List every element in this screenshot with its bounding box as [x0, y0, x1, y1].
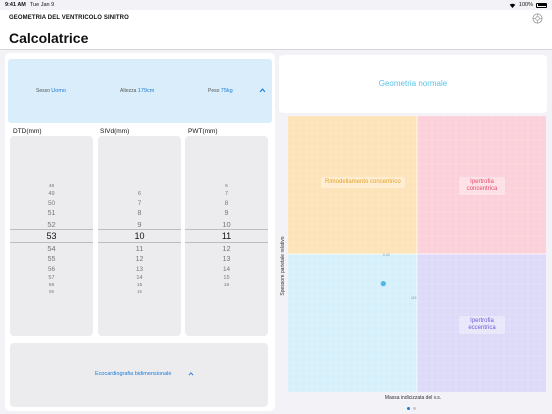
sex-value: Uomo [51, 88, 66, 94]
picker-option[interactable]: 54 [47, 244, 56, 254]
result-card: Geometria normale [279, 55, 547, 113]
quadrant-label-eccentric: Ipertrofia eccentrica [459, 316, 505, 334]
x-axis-label: Massa indicizzata del v.s. [384, 395, 442, 401]
picker-selected-value[interactable]: 53 [46, 231, 57, 241]
picker-option[interactable]: 13 [135, 265, 143, 273]
chevron-up-icon[interactable] [259, 87, 266, 94]
picker-option[interactable]: 12 [222, 244, 231, 254]
y-axis-label: Spessore parietale relativo [280, 236, 286, 296]
picker-option[interactable]: 58 [48, 283, 55, 289]
pwt-picker[interactable]: 10 9 8 7 6 11 12 13 14 15 16 [185, 136, 268, 336]
quadrant-top-right [417, 116, 546, 254]
header: GEOMETRIA DEL VENTRICOLO SINITRO Calcola… [0, 10, 552, 50]
battery-percent: 100% [518, 2, 533, 8]
picker-option[interactable]: 14 [222, 265, 230, 273]
dtd-label: DTD(mm) [13, 128, 42, 135]
wifi-icon [509, 3, 516, 8]
picker-option[interactable]: 11 [135, 244, 144, 254]
picker-option[interactable]: 16 [137, 289, 142, 295]
picker-option[interactable]: 6 [137, 191, 142, 198]
page-dot[interactable] [407, 407, 410, 410]
result-text: Geometria normale [378, 79, 448, 88]
picker-selected-value[interactable]: 10 [134, 231, 145, 241]
picker-option[interactable]: 7 [137, 199, 142, 207]
page-indicator[interactable] [407, 407, 416, 410]
quadrant-top-left [288, 116, 417, 254]
sex-label: Sesso [36, 88, 50, 94]
picker-option[interactable]: 9 [224, 209, 229, 217]
picker-option[interactable]: 14 [136, 275, 143, 282]
weight-field: Peso 75kg [208, 88, 233, 94]
patient-summary[interactable]: Sesso Uomo Altezza 179cm Peso 75kg [8, 59, 272, 123]
picker-option[interactable]: 10 [222, 220, 231, 230]
date: Tue Jan 9 [29, 2, 55, 8]
quadrant-bottom-right [417, 254, 546, 392]
sex-field: Sesso Uomo [36, 88, 66, 94]
picker-option[interactable]: 57 [48, 275, 55, 282]
weight-label: Peso [208, 88, 220, 94]
input-panel: Sesso Uomo Altezza 179cm Peso 75kg DTD(m… [5, 53, 275, 411]
status-bar: 9:41 AM Tue Jan 9 100% [0, 0, 552, 10]
picker-selection-band [10, 229, 93, 243]
page-title: Calcolatrice [9, 30, 89, 46]
picker-option[interactable]: 13 [222, 255, 231, 263]
picker-option[interactable]: 50 [47, 199, 55, 207]
quadrant-label-concentric: Ipertrofia concentrica [459, 177, 505, 195]
echo-label: Ecocardiografia bidimensionale [95, 371, 172, 377]
picker-option[interactable]: 8 [137, 209, 142, 217]
picker-selection-band [185, 229, 268, 243]
height-field: Altezza 179cm [120, 88, 154, 94]
gear-icon[interactable] [532, 13, 543, 24]
clock: 9:41 AM [5, 2, 26, 8]
picker-option[interactable]: 52 [47, 220, 56, 230]
picker-option[interactable]: 8 [224, 199, 229, 207]
x-threshold-label: 115 [411, 296, 417, 300]
weight-value: 75kg [220, 88, 233, 94]
sivd-picker[interactable]: 9 8 7 6 10 11 12 13 14 15 16 [98, 136, 181, 336]
picker-option[interactable]: 15 [223, 275, 230, 282]
picker-selection-band [98, 229, 181, 243]
chart-canvas: 0.42 115 [287, 115, 547, 393]
app-title: GEOMETRIA DEL VENTRICOLO SINITRO [9, 15, 129, 21]
pwt-label: PWT(mm) [188, 128, 218, 135]
picker-option[interactable]: 6 [225, 184, 228, 190]
chevron-up-icon[interactable] [188, 371, 194, 377]
quadrant-bottom-left [288, 254, 417, 392]
picker-option[interactable]: 7 [224, 191, 229, 198]
data-point [380, 281, 386, 287]
picker-selected-value[interactable]: 11 [221, 231, 232, 241]
picker-option[interactable]: 59 [49, 289, 54, 295]
echo-section[interactable]: Ecocardiografia bidimensionale [10, 343, 268, 407]
picker-option[interactable]: 55 [47, 255, 56, 263]
battery-icon [536, 2, 547, 8]
sivd-label: SIVd(mm) [100, 128, 130, 135]
picker-option[interactable]: 49 [48, 191, 55, 198]
page-dot[interactable] [413, 407, 416, 410]
status-icons: 100% [509, 2, 547, 8]
picker-option[interactable]: 48 [48, 184, 55, 190]
picker-option[interactable]: 16 [223, 283, 230, 289]
picker-option[interactable]: 51 [47, 209, 56, 217]
geometry-chart: 0.42 115 Spessore parietale relativo Mass… [279, 113, 547, 414]
quadrant-label-remodeling: Rimodellamento concentrico [321, 177, 405, 188]
picker-option[interactable]: 56 [47, 265, 55, 273]
picker-option[interactable]: 15 [136, 283, 143, 289]
y-threshold-label: 0.42 [383, 253, 390, 257]
height-label: Altezza [120, 88, 137, 94]
picker-option[interactable]: 12 [135, 255, 144, 263]
picker-option[interactable]: 9 [137, 220, 142, 230]
height-value: 179cm [137, 88, 155, 94]
dtd-picker[interactable]: 52 51 50 49 48 53 54 55 56 57 58 59 [10, 136, 93, 336]
